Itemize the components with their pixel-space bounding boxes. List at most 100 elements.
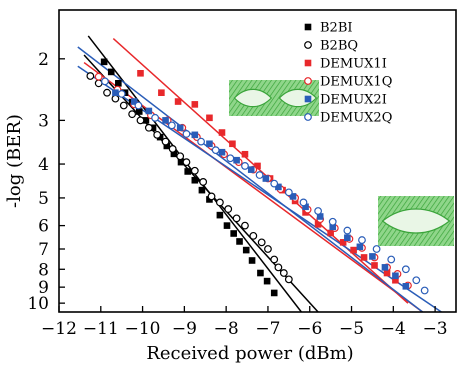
data-point xyxy=(163,142,171,150)
data-point xyxy=(191,176,199,184)
data-point xyxy=(314,221,322,228)
fit-line-demux2i xyxy=(77,46,424,312)
data-point xyxy=(107,68,115,76)
data-point xyxy=(316,213,324,220)
data-point xyxy=(142,117,150,124)
data-point xyxy=(207,192,216,201)
data-point xyxy=(236,238,243,245)
x-tick-label: −12 xyxy=(41,319,77,339)
legend-label: B2BI xyxy=(320,21,353,36)
data-point xyxy=(255,171,264,179)
legend-entry: B2BI xyxy=(304,21,353,36)
data-point xyxy=(392,272,399,280)
data-point xyxy=(191,131,199,139)
data-point xyxy=(401,265,410,274)
plot-frame xyxy=(58,9,457,313)
data-point xyxy=(254,162,261,170)
data-point xyxy=(206,140,213,148)
data-point xyxy=(135,108,143,115)
y-tick-label: 3 xyxy=(38,111,49,131)
data-point xyxy=(327,229,334,237)
data-point xyxy=(412,276,421,285)
x-tick-label: −3 xyxy=(423,319,448,339)
data-point xyxy=(270,255,279,264)
data-point xyxy=(241,221,249,230)
data-point xyxy=(339,239,347,246)
eye-diagram-inset xyxy=(229,80,319,116)
data-point xyxy=(302,203,309,211)
data-point xyxy=(117,90,126,98)
data-point xyxy=(372,245,381,253)
data-point xyxy=(350,246,357,254)
data-point xyxy=(358,236,366,244)
data-point xyxy=(262,175,270,182)
y-tick-label: 2 xyxy=(38,50,49,70)
x-tick-label: −11 xyxy=(83,319,119,339)
data-point xyxy=(112,89,119,96)
x-tick-label: −7 xyxy=(255,319,280,339)
legend-marker xyxy=(304,41,312,49)
data-point xyxy=(242,246,250,254)
data-point xyxy=(119,101,128,110)
data-point xyxy=(149,124,157,132)
data-point xyxy=(168,144,177,153)
data-point xyxy=(191,101,199,108)
data-point xyxy=(289,193,297,200)
legend-entry: B2BQ xyxy=(304,39,358,54)
data-point xyxy=(248,257,256,264)
data-point xyxy=(128,110,137,119)
x-tick-label: −4 xyxy=(381,319,406,339)
legend-label: DEMUX1Q xyxy=(320,75,392,90)
y-tick-label: 8 xyxy=(38,260,49,280)
data-point xyxy=(115,80,122,87)
data-point xyxy=(145,107,153,115)
data-point xyxy=(392,276,399,284)
y-tick-label: 4 xyxy=(38,155,49,175)
data-point xyxy=(270,289,278,297)
data-point xyxy=(241,150,249,158)
data-point xyxy=(275,183,282,191)
data-point xyxy=(284,275,293,284)
data-point xyxy=(184,168,192,175)
legend-entry: DEMUX2Q xyxy=(304,111,392,126)
x-axis-title: Received power (dBm) xyxy=(146,343,353,364)
data-point xyxy=(182,130,191,138)
data-point xyxy=(153,130,162,139)
data-point xyxy=(263,277,271,285)
data-point xyxy=(182,158,191,167)
data-point xyxy=(420,286,429,295)
data-point xyxy=(111,94,120,103)
legend-marker xyxy=(304,95,312,103)
y-tick-label: 9 xyxy=(38,278,49,298)
series-demux2i xyxy=(112,89,410,290)
x-tick-label: −8 xyxy=(214,319,239,339)
legend-entry: DEMUX2I xyxy=(304,93,387,108)
data-point xyxy=(274,263,283,272)
data-point xyxy=(328,217,337,226)
eye-diagram-inset xyxy=(378,196,454,246)
y-tick-label: 6 xyxy=(38,217,49,237)
series-b2bq xyxy=(86,72,293,284)
data-point xyxy=(176,152,185,161)
data-point xyxy=(162,117,169,124)
data-point xyxy=(177,158,185,166)
data-point xyxy=(216,211,224,219)
data-point xyxy=(158,89,165,96)
data-point xyxy=(94,79,103,88)
series-demux2q xyxy=(101,77,429,295)
legend-label: DEMUX2I xyxy=(320,93,387,108)
data-point xyxy=(136,116,145,125)
data-point xyxy=(369,253,376,260)
data-point xyxy=(206,114,213,122)
data-point xyxy=(137,69,144,77)
data-point xyxy=(270,179,279,188)
data-point xyxy=(101,77,109,86)
data-point xyxy=(223,222,231,229)
data-point xyxy=(257,238,266,247)
data-point xyxy=(130,98,138,105)
data-point xyxy=(170,150,178,158)
data-point xyxy=(215,198,224,207)
legend-marker xyxy=(304,59,312,67)
data-point xyxy=(151,113,160,122)
